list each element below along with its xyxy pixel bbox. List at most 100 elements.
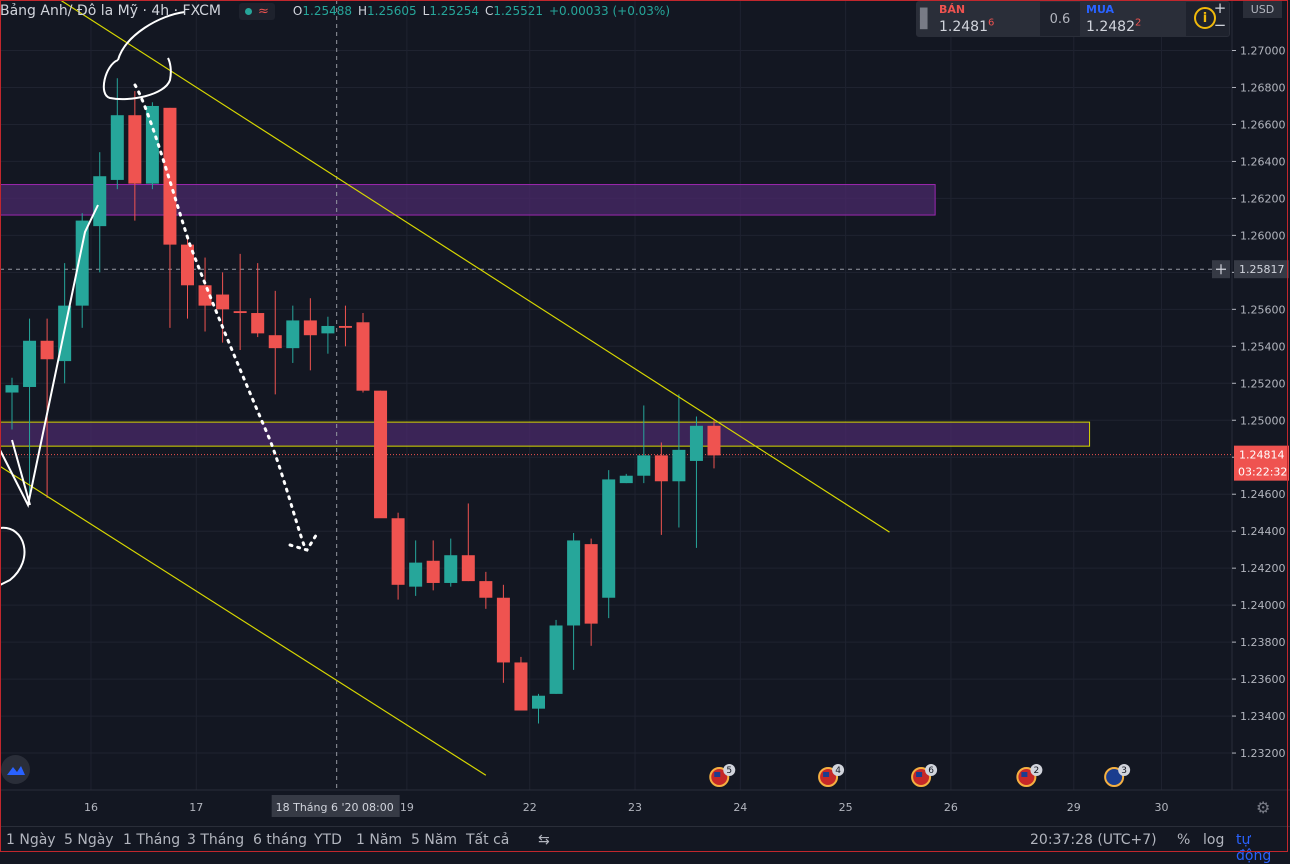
sell-price: 1.24816 [939, 17, 995, 35]
candle [40, 318, 54, 498]
time-axis: 16 17 19 22 23 24 25 26 29 30 18 Tháng 6 '20 08:00 [0, 789, 1290, 817]
time-tick-label: 30 [1155, 801, 1169, 814]
candle-body [128, 115, 142, 184]
range-ytd[interactable]: YTD [314, 832, 342, 848]
percent-scale-toggle[interactable]: % [1177, 832, 1191, 848]
info-icon[interactable]: i [1194, 7, 1216, 29]
market-status-badge[interactable]: ≈ [239, 2, 275, 20]
candle [654, 442, 668, 535]
candle-body [602, 479, 616, 598]
candle [338, 305, 352, 347]
price-tick-label: 1.27000 [1240, 45, 1286, 58]
price-tick-label: 1.25600 [1240, 303, 1286, 316]
candle-body [374, 390, 388, 519]
candle [514, 656, 528, 711]
ohlc-change: +0.00033 (+0.03%) [548, 4, 671, 18]
price-tick-label: 1.25400 [1240, 340, 1286, 353]
symbol-title[interactable]: Bảng Anh/ Đô la Mỹ · 4h · FXCM [0, 3, 222, 19]
log-scale-toggle[interactable]: log [1203, 832, 1225, 848]
event-count-badge [1030, 764, 1043, 776]
price-axis: 1.27000 1.26800 1.26600 1.26400 1.26200 1.260… [1212, 0, 1290, 790]
drag-handle-icon[interactable]: ■ ■ ■ [919, 6, 929, 31]
candle [496, 584, 510, 683]
candle-body [654, 455, 668, 482]
time-tick-label: 23 [628, 801, 642, 814]
buy-button[interactable]: MUA 1.24822 [1080, 2, 1186, 36]
range-1d[interactable]: 1 Ngày [6, 832, 56, 848]
time-tick-label: 17 [189, 801, 203, 814]
price-chart[interactable]: 5 4 6 2 31.270001.268001.266001.264001.26200… [0, 0, 1290, 826]
range-5d[interactable]: 5 Ngày [64, 832, 114, 848]
last-price-bg [1234, 445, 1289, 481]
event-flag-us: 4 [818, 764, 845, 787]
trendline-1 [59, 0, 890, 533]
price-tick-label: 1.24000 [1240, 599, 1286, 612]
event-flag-us: 6 [911, 764, 938, 787]
settings-gear-icon[interactable]: ⚙ [1256, 798, 1271, 817]
auto-scale-toggle[interactable]: tự động [1236, 832, 1272, 864]
flag-canton [714, 772, 721, 777]
candle [391, 512, 405, 600]
candle [233, 253, 247, 351]
candle [5, 377, 19, 430]
last-price-label: 1.24814 [1239, 449, 1285, 462]
range-6m[interactable]: 6 tháng [253, 832, 308, 848]
hand-drawn-zigzag [0, 204, 99, 586]
range-all[interactable]: Tất cả [466, 832, 510, 848]
zoom-in-button[interactable]: + [1213, 0, 1227, 17]
dotted-projection-arrow [133, 83, 320, 552]
candle-body [689, 425, 703, 461]
buy-price: 1.24822 [1086, 17, 1142, 35]
candle [461, 503, 475, 582]
ohlc-low: L1.25254 [422, 4, 479, 18]
clock[interactable]: 20:37:28 (UTC+7) [1030, 832, 1157, 848]
candle [374, 390, 388, 519]
candle-body [110, 115, 124, 180]
range-5y[interactable]: 5 Năm [411, 832, 458, 848]
candle-body [321, 325, 335, 334]
candle-body [216, 294, 230, 310]
candle [409, 540, 423, 596]
bottom-toolbar: 1 Ngày 5 Ngày 1 Tháng 3 Tháng 6 tháng YT… [0, 826, 1290, 864]
event-count: 6 [928, 766, 934, 776]
time-tick-label: 26 [944, 801, 958, 814]
plus-icon [1216, 264, 1226, 275]
tradingview-logo-icon[interactable] [1, 755, 30, 784]
event-count-badge [723, 764, 736, 776]
candle [75, 213, 89, 328]
candle-body [619, 475, 633, 484]
sell-button[interactable]: ■ ■ ■ BÁN 1.24816 [917, 2, 1040, 36]
event-flag-uk: 3 [1104, 764, 1131, 787]
date-range-icon[interactable]: ⇆ [538, 832, 550, 848]
zoom-out-button[interactable]: − [1213, 16, 1227, 34]
candle-body [672, 449, 686, 482]
candle [251, 263, 265, 338]
candle [356, 313, 370, 393]
range-1y[interactable]: 1 Năm [356, 832, 403, 848]
candle-body [93, 176, 107, 227]
event-count: 5 [726, 766, 732, 776]
candle [532, 693, 545, 724]
candle-body [637, 455, 651, 476]
candle-body [444, 555, 458, 583]
range-3m[interactable]: 3 Tháng [187, 832, 245, 848]
candle [145, 102, 159, 190]
price-axis-bg [1232, 0, 1290, 790]
event-count-badge [925, 764, 938, 776]
price-zone-2 [0, 421, 1091, 447]
candle [479, 571, 493, 609]
time-tick-label: 24 [733, 801, 747, 814]
zoom-controls: + − [1210, 0, 1230, 34]
market-open-dot [245, 7, 253, 15]
candle-body [40, 340, 54, 360]
event-flag-us: 2 [1016, 764, 1043, 787]
candle-body [409, 562, 423, 587]
flag-canton [916, 772, 923, 777]
range-1m[interactable]: 1 Tháng [123, 832, 181, 848]
crosshair-time-label: 18 Tháng 6 '20 08:00 [276, 801, 394, 814]
currency-label[interactable]: USD [1243, 1, 1282, 18]
candle-body [75, 220, 89, 306]
candle [549, 619, 563, 694]
price-tick-label: 1.26800 [1240, 81, 1286, 94]
flag-canton [823, 772, 830, 777]
